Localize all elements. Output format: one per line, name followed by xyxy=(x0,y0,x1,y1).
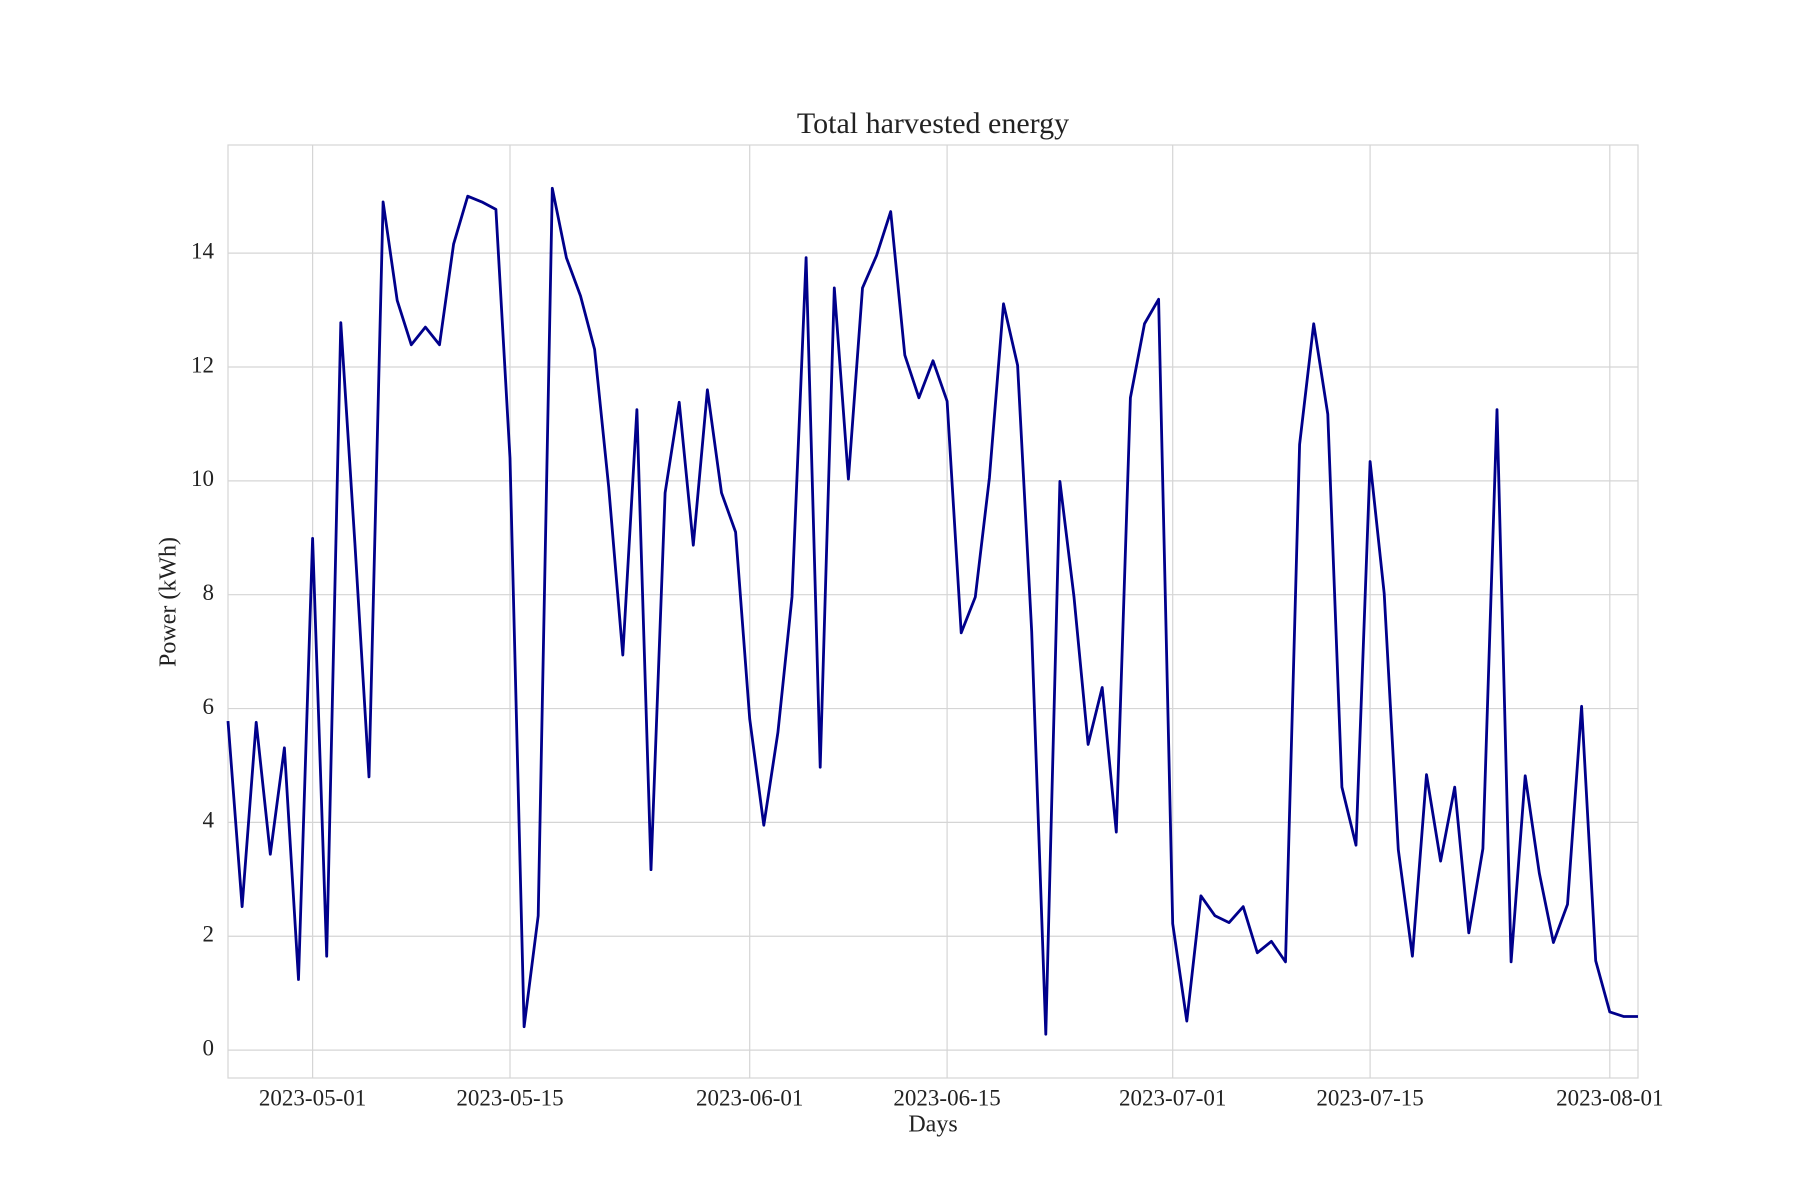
data-line xyxy=(226,186,1638,1036)
y-tick-label: 6 xyxy=(203,694,215,719)
x-tick-label: 2023-08-01 xyxy=(1556,1085,1663,1110)
x-tick-label: 2023-07-15 xyxy=(1316,1085,1423,1110)
x-tick-label: 2023-06-01 xyxy=(696,1085,803,1110)
y-tick-label: 2 xyxy=(203,922,215,947)
x-tick-label: 2023-05-15 xyxy=(456,1085,563,1110)
y-tick-label: 14 xyxy=(191,238,215,263)
y-axis-label: Power (kWh) xyxy=(156,537,182,667)
y-tick-label: 8 xyxy=(203,580,215,605)
x-tick-label: 2023-07-01 xyxy=(1119,1085,1226,1110)
plot-frame xyxy=(227,144,1639,1079)
y-tick-label: 10 xyxy=(191,466,214,491)
y-tick-label: 12 xyxy=(191,352,214,377)
y-tick-label: 4 xyxy=(203,808,215,833)
x-tick-label: 2023-06-15 xyxy=(893,1085,1000,1110)
x-axis-label: Days xyxy=(908,1112,957,1138)
y-tick-label: 0 xyxy=(203,1035,215,1060)
chart-title: Total harvested energy xyxy=(797,107,1069,140)
x-tick-label: 2023-05-01 xyxy=(259,1085,366,1110)
